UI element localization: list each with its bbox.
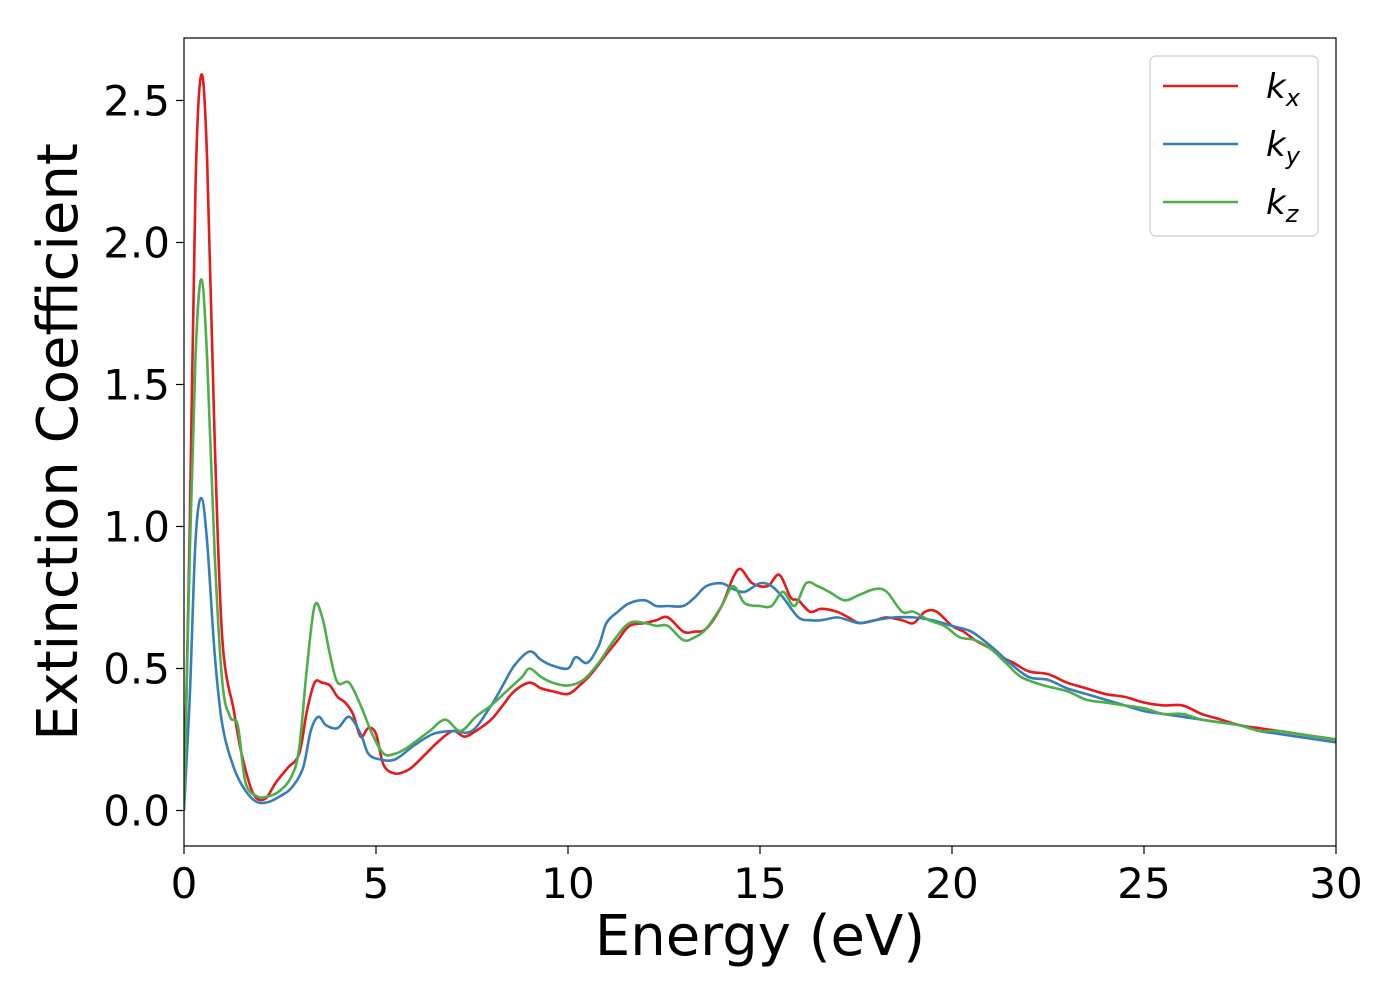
legend-label-base: k bbox=[1266, 67, 1287, 107]
legend-label-sub: x bbox=[1285, 84, 1301, 112]
x-tick-label: 0 bbox=[171, 859, 198, 908]
series-line-kz bbox=[184, 278, 1336, 811]
y-axis: 0.0 0.5 1.0 1.5 2.0 2.5 bbox=[103, 76, 184, 835]
legend-label-base: k bbox=[1266, 183, 1287, 223]
x-tick-label: 15 bbox=[733, 859, 786, 908]
legend-label-kx: kx bbox=[1266, 67, 1301, 112]
x-axis: 0 5 10 15 20 25 30 bbox=[171, 846, 1363, 908]
x-tick-label: 25 bbox=[1117, 859, 1170, 908]
y-tick-label: 1.0 bbox=[103, 502, 170, 551]
x-tick-label: 20 bbox=[925, 859, 978, 908]
legend-label-sub: z bbox=[1285, 200, 1300, 228]
legend-label-kz: kz bbox=[1266, 183, 1300, 228]
y-tick-label: 2.5 bbox=[103, 76, 170, 125]
legend-label-base: k bbox=[1266, 125, 1287, 165]
y-axis-title: Extinction Coefficient bbox=[26, 143, 91, 741]
y-tick-label: 0.0 bbox=[103, 786, 170, 835]
legend-frame bbox=[1149, 55, 1319, 237]
series-line-ky bbox=[184, 496, 1336, 811]
x-tick-label: 30 bbox=[1309, 859, 1362, 908]
y-tick-label: 1.5 bbox=[103, 360, 170, 409]
x-axis-title: Energy (eV) bbox=[595, 904, 925, 969]
series-layer bbox=[184, 73, 1336, 811]
x-tick-label: 10 bbox=[541, 859, 594, 908]
legend-label-sub: y bbox=[1285, 142, 1301, 170]
x-tick-label: 5 bbox=[363, 859, 390, 908]
y-tick-label: 0.5 bbox=[103, 644, 170, 693]
y-tick-label: 2.0 bbox=[103, 218, 170, 267]
legend-label-ky: ky bbox=[1266, 125, 1301, 170]
series-line-kx bbox=[184, 73, 1336, 811]
